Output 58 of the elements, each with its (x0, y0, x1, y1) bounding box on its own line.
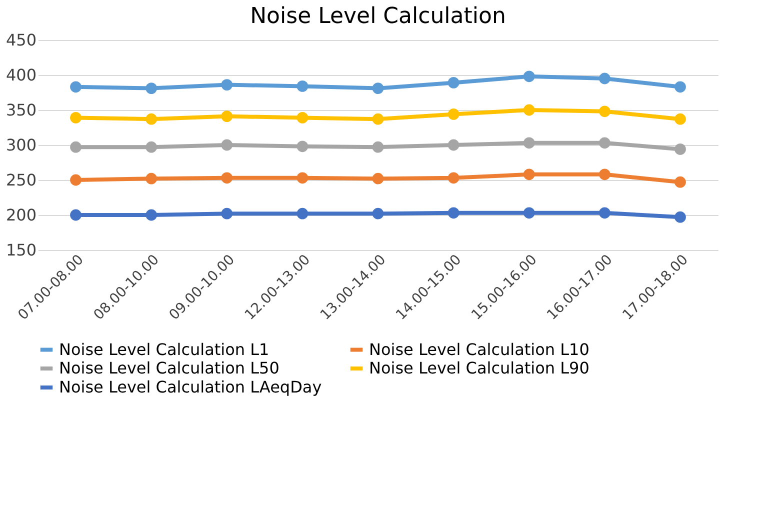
point (448, 108, 460, 120)
point (296, 80, 308, 92)
y-tick-label: 200 (6, 206, 36, 224)
point (674, 113, 686, 125)
point (598, 168, 610, 180)
y-tick-label: 450 (6, 30, 36, 50)
point (674, 176, 686, 188)
legend-label: Noise Level Calculation L90 (369, 358, 590, 378)
point (296, 208, 308, 220)
legend-label: Noise Level Calculation LAeqDay (59, 378, 322, 396)
point (70, 112, 82, 124)
point (523, 207, 535, 219)
point (296, 172, 308, 184)
point (523, 70, 535, 82)
y-tick-label: 400 (6, 66, 36, 84)
point (598, 72, 610, 84)
point (221, 208, 233, 220)
legend-label: Noise Level Calculation L10 (369, 340, 590, 359)
point (598, 106, 610, 118)
point (523, 137, 535, 149)
legend-label: Noise Level Calculation L1 (59, 340, 270, 359)
point (372, 113, 384, 125)
point (523, 104, 535, 116)
point (70, 81, 82, 93)
point (598, 207, 610, 219)
point (146, 113, 158, 125)
point (448, 139, 460, 151)
point (448, 207, 460, 219)
y-tick-label: 150 (6, 240, 36, 260)
point (372, 82, 384, 94)
point (70, 174, 82, 186)
point (674, 211, 686, 223)
point (70, 209, 82, 221)
point (372, 208, 384, 220)
y-tick-label: 300 (6, 136, 36, 154)
point (146, 209, 158, 221)
point (448, 77, 460, 88)
y-tick-label: 350 (6, 100, 36, 120)
point (221, 139, 233, 151)
point (372, 172, 384, 184)
point (70, 141, 82, 153)
point (674, 144, 686, 155)
point (674, 81, 686, 93)
point (598, 137, 610, 149)
point (296, 140, 308, 152)
point (221, 172, 233, 184)
point (523, 168, 535, 180)
point (448, 172, 460, 184)
point (221, 79, 233, 90)
chart-title: Noise Level Calculation (250, 4, 506, 29)
y-tick-label: 250 (6, 170, 36, 190)
point (221, 110, 233, 122)
point (296, 112, 308, 124)
point (146, 172, 158, 184)
point (146, 141, 158, 153)
legend-label: Noise Level Calculation L50 (59, 358, 280, 378)
point (372, 141, 384, 153)
point (146, 82, 158, 94)
